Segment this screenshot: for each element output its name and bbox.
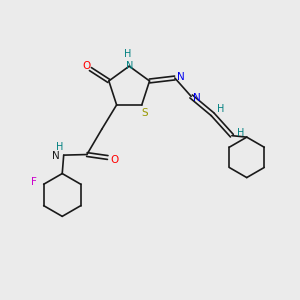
Text: F: F: [31, 177, 37, 187]
Text: O: O: [110, 155, 118, 165]
Text: S: S: [141, 108, 148, 118]
Text: H: H: [217, 104, 225, 114]
Text: N: N: [177, 72, 184, 82]
Text: H: H: [124, 49, 131, 59]
Text: O: O: [83, 61, 91, 71]
Text: N: N: [125, 61, 133, 71]
Text: H: H: [56, 142, 64, 152]
Text: H: H: [236, 128, 244, 138]
Text: N: N: [52, 151, 59, 161]
Text: N: N: [193, 93, 201, 103]
